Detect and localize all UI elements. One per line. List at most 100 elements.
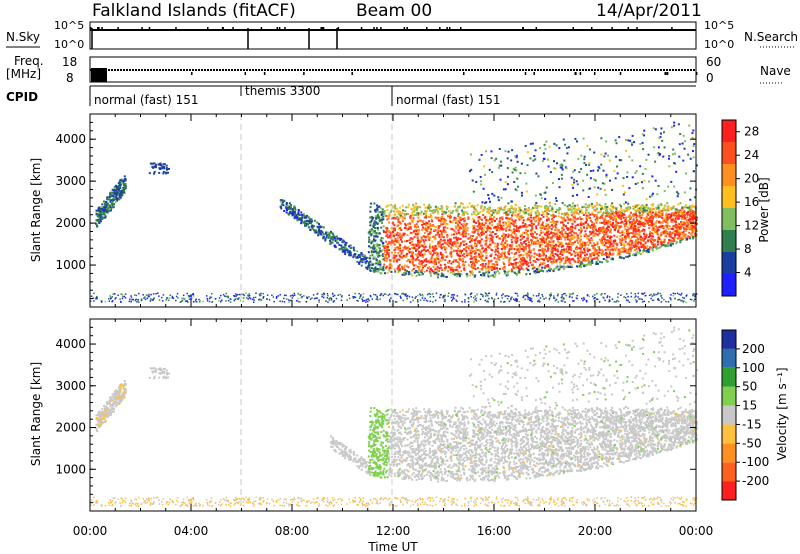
power-cell xyxy=(525,273,528,276)
power-cell xyxy=(472,250,475,253)
power-cell xyxy=(386,250,389,253)
power-cell xyxy=(394,255,397,258)
power-cell xyxy=(571,253,574,256)
power-cell xyxy=(585,227,588,230)
power-cell xyxy=(378,205,381,208)
power-cell xyxy=(403,222,406,225)
power-cell xyxy=(690,216,693,219)
power-cell xyxy=(451,228,454,231)
power-cell xyxy=(596,243,599,246)
power-cell xyxy=(484,222,487,225)
power-cell xyxy=(393,204,396,207)
power-cell xyxy=(503,272,506,275)
power-cell xyxy=(415,254,418,257)
noise-point xyxy=(321,27,324,29)
power-cell xyxy=(665,209,668,212)
power-cell xyxy=(535,240,538,243)
power-cell xyxy=(514,222,517,225)
power-cell xyxy=(397,218,400,221)
power-cell xyxy=(594,232,597,235)
power-cell xyxy=(442,275,445,278)
power-cell xyxy=(558,267,561,270)
power-cell xyxy=(473,244,476,247)
power-cell xyxy=(314,229,317,232)
power-cell xyxy=(668,240,671,243)
power-cell xyxy=(666,215,669,218)
power-cell xyxy=(457,242,460,245)
power-cell xyxy=(106,211,109,214)
power-cell xyxy=(373,270,376,273)
power-cell xyxy=(517,247,520,250)
power-cell xyxy=(543,225,546,228)
noise-strip: N.Sky 10^5 10^0 10^5 10^0 N.Search xyxy=(6,19,798,51)
power-cell xyxy=(450,250,453,253)
power-cell xyxy=(100,211,103,214)
power-cell xyxy=(433,248,436,251)
power-cell xyxy=(450,246,453,249)
power-cell xyxy=(602,241,605,244)
power-cell xyxy=(377,261,380,264)
power-cell xyxy=(404,214,407,217)
power-cell xyxy=(474,261,477,264)
power-cell xyxy=(548,209,551,212)
power-cell xyxy=(422,239,425,242)
power-cell xyxy=(559,243,562,246)
power-cell xyxy=(574,227,577,230)
power-cell xyxy=(522,219,525,222)
power-cell xyxy=(497,209,500,212)
power-data xyxy=(90,121,698,304)
power-cell xyxy=(679,211,682,214)
power-cell xyxy=(605,239,608,242)
power-cell xyxy=(429,246,432,249)
power-cell xyxy=(560,259,563,262)
power-cell xyxy=(434,225,437,228)
power-cell xyxy=(621,243,624,246)
power-cell xyxy=(331,238,334,241)
power-cell xyxy=(616,244,619,247)
power-cell xyxy=(624,218,627,221)
power-cell xyxy=(303,222,306,225)
power-cell xyxy=(398,242,401,245)
power-cell xyxy=(532,218,535,221)
power-cell xyxy=(488,266,491,269)
power-cell xyxy=(458,273,461,276)
power-cell xyxy=(420,269,423,272)
power-cell xyxy=(111,198,114,201)
freq-point xyxy=(695,72,698,75)
power-cell xyxy=(106,209,109,212)
power-cell xyxy=(379,254,382,257)
power-cell xyxy=(114,191,117,194)
power-cell xyxy=(508,260,511,263)
power-cell xyxy=(624,234,627,237)
power-cell xyxy=(286,208,289,211)
power-cell xyxy=(665,212,668,215)
power-cell xyxy=(616,235,619,238)
power-cell xyxy=(572,207,575,210)
power-cell xyxy=(517,261,520,264)
power-cell xyxy=(478,242,481,245)
power-cell xyxy=(681,223,684,226)
power-cell xyxy=(287,205,290,208)
power-cell xyxy=(622,257,625,260)
power-cell xyxy=(501,228,504,231)
power-cell xyxy=(480,244,483,247)
power-cell xyxy=(427,249,430,252)
power-cell xyxy=(685,224,688,227)
power-cell xyxy=(313,225,316,228)
power-cell xyxy=(608,243,611,246)
power-cell xyxy=(611,258,614,261)
power-cell xyxy=(584,233,587,236)
power-cell xyxy=(314,231,317,234)
power-cell xyxy=(483,165,486,168)
power-cell xyxy=(610,210,613,213)
power-cell xyxy=(462,248,465,251)
power-cell xyxy=(603,155,606,158)
power-cell xyxy=(511,171,514,174)
power-cell xyxy=(661,214,664,217)
power-cell xyxy=(598,248,601,251)
power-cell xyxy=(628,215,631,218)
power-cell xyxy=(490,248,493,251)
power-cell xyxy=(585,237,588,240)
power-cell xyxy=(576,234,579,237)
power-cell xyxy=(374,250,377,253)
